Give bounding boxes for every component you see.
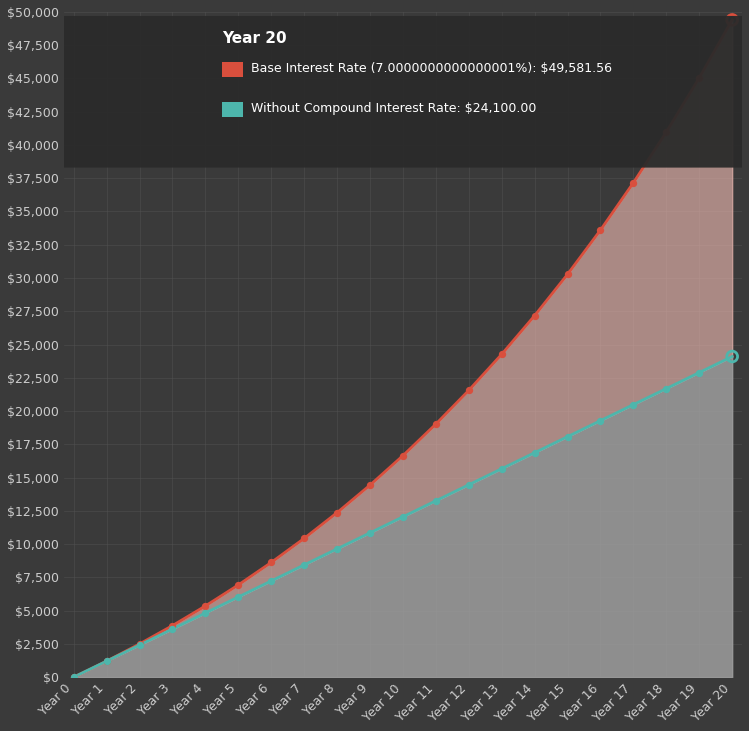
Point: [166, 620, 178, 632]
Point: [694, 72, 706, 84]
Point: [100, 655, 112, 667]
Point: [529, 310, 541, 322]
Point: [364, 527, 376, 539]
Point: [265, 556, 277, 568]
Point: [199, 607, 211, 619]
Point: [397, 511, 409, 523]
Point: [562, 431, 574, 442]
Point: [265, 575, 277, 587]
Point: [595, 414, 607, 426]
Bar: [222, 102, 243, 117]
Point: [496, 463, 508, 474]
Point: [463, 479, 475, 491]
Point: [595, 224, 607, 236]
Point: [100, 655, 112, 667]
Point: [133, 639, 145, 651]
Bar: [222, 62, 243, 77]
Point: [430, 418, 442, 430]
Point: [331, 507, 343, 518]
Point: [298, 559, 310, 571]
Point: [562, 268, 574, 280]
Point: [199, 600, 211, 612]
Point: [166, 624, 178, 635]
Point: [298, 533, 310, 545]
Point: [133, 638, 145, 650]
Point: [463, 385, 475, 396]
Point: [430, 495, 442, 507]
Point: [694, 367, 706, 379]
Text: Year 20: Year 20: [222, 31, 286, 45]
Point: [397, 450, 409, 461]
FancyBboxPatch shape: [0, 16, 749, 167]
Point: [727, 351, 739, 363]
Point: [727, 14, 739, 26]
Text: Base Interest Rate (7.0000000000000001%): $49,581.56: Base Interest Rate (7.0000000000000001%)…: [252, 62, 613, 75]
Point: [496, 349, 508, 360]
Point: [232, 579, 244, 591]
Point: [364, 480, 376, 491]
Point: [67, 671, 79, 683]
Point: [661, 126, 673, 138]
Point: [331, 543, 343, 555]
Point: [529, 447, 541, 458]
Point: [661, 383, 673, 395]
Point: [232, 591, 244, 603]
Text: Without Compound Interest Rate: $24,100.00: Without Compound Interest Rate: $24,100.…: [252, 102, 537, 115]
Point: [628, 177, 640, 189]
Point: [67, 671, 79, 683]
Point: [628, 398, 640, 410]
